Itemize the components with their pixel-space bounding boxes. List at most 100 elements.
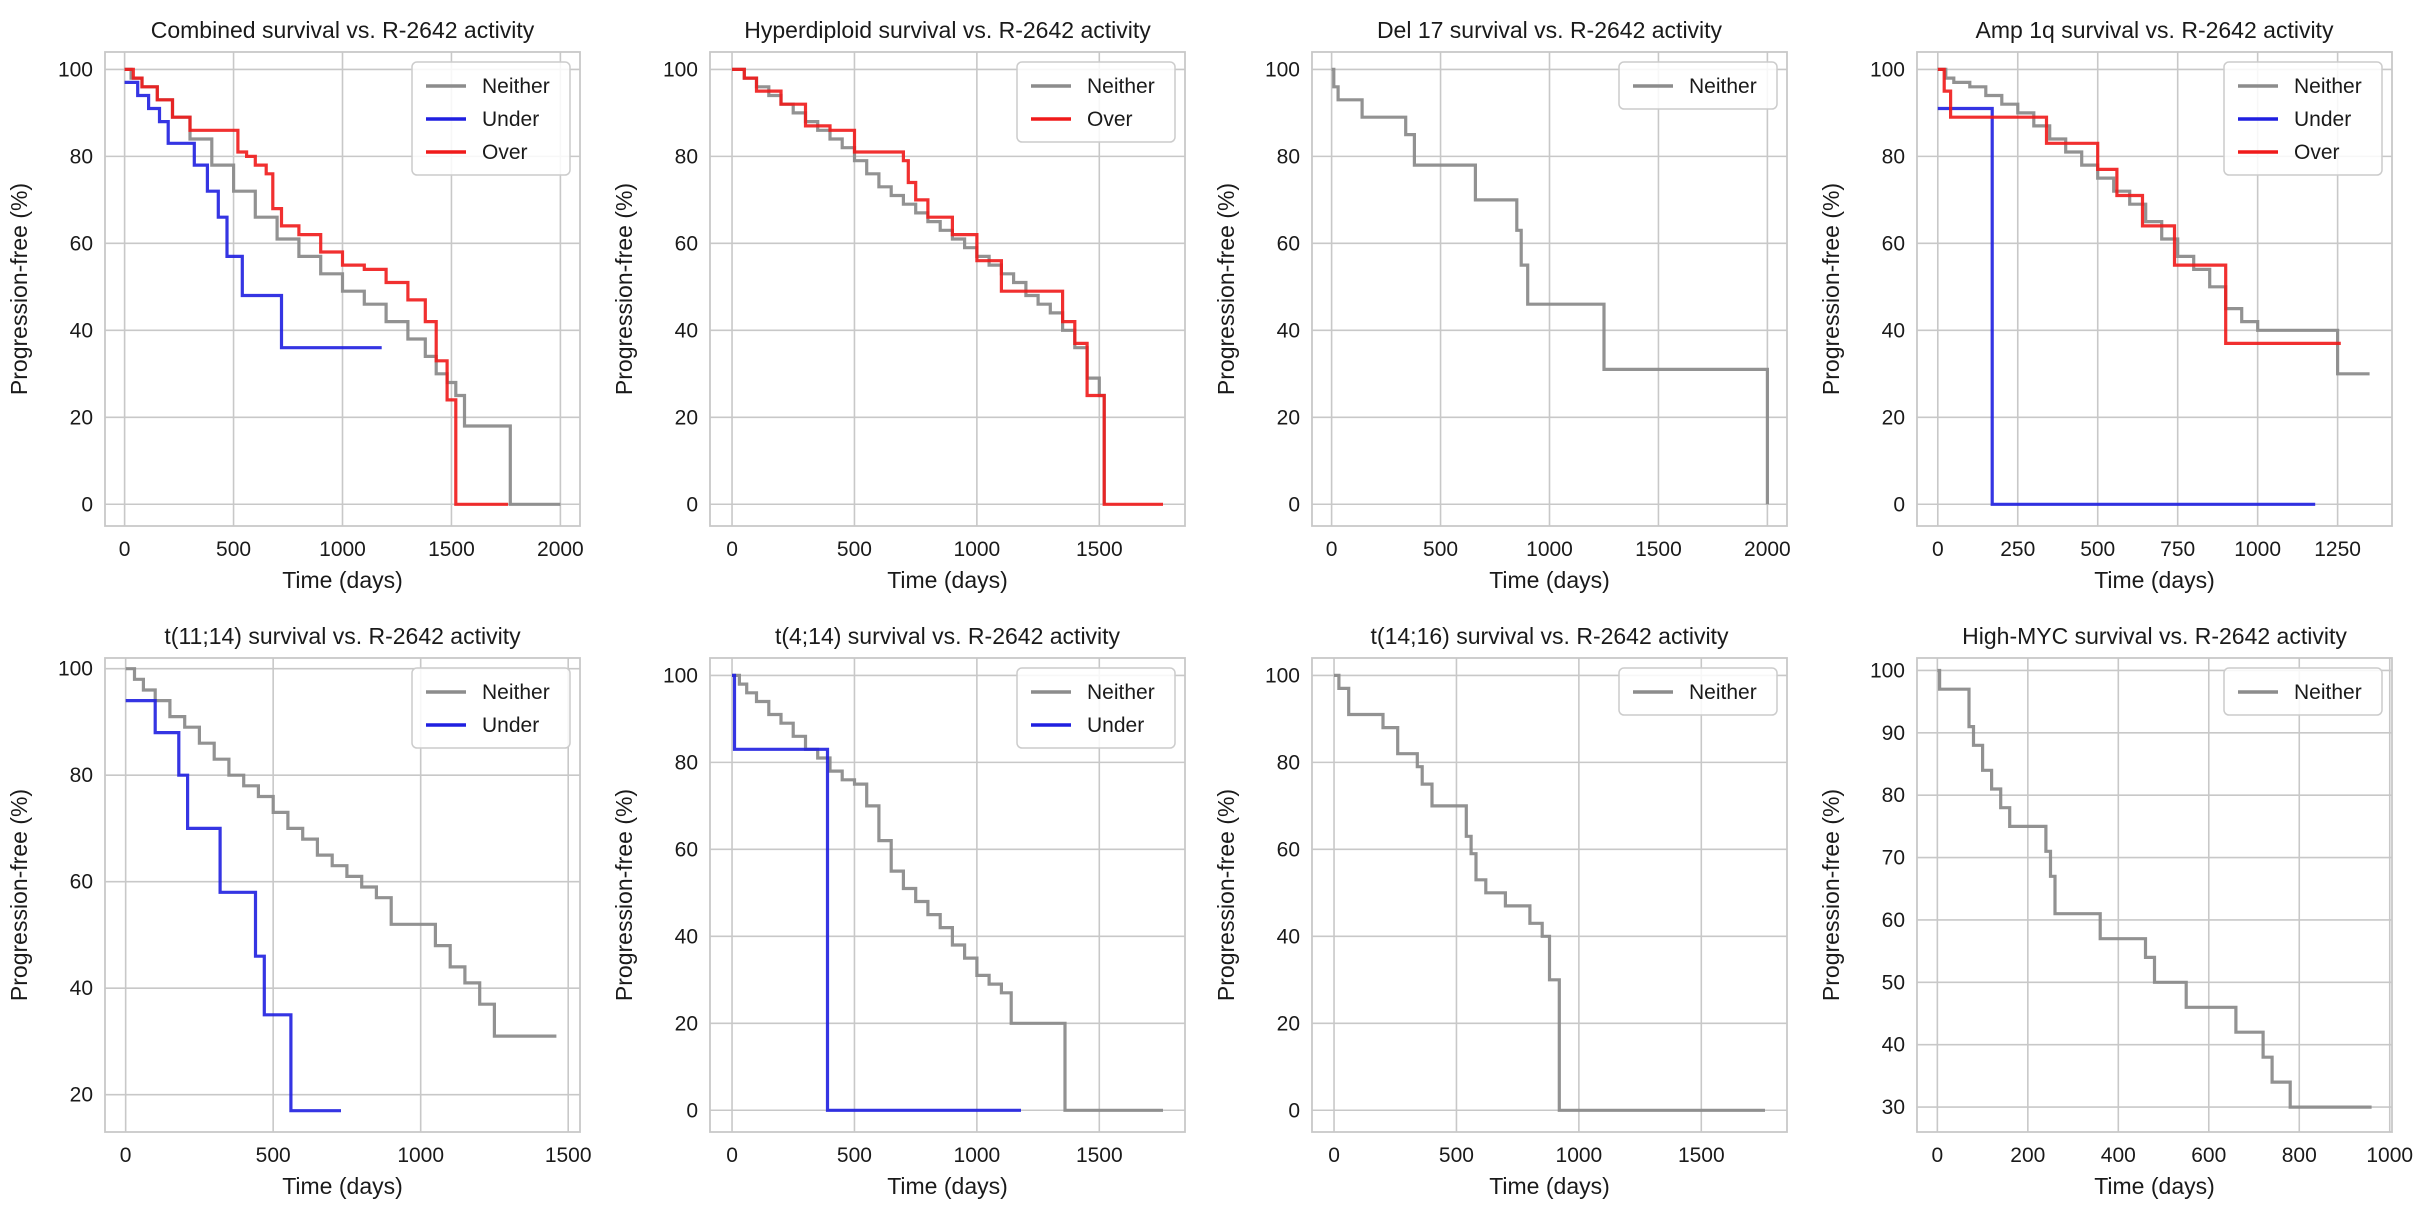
y-tick-label: 60 xyxy=(675,232,698,255)
y-tick-label: 80 xyxy=(1277,751,1300,774)
legend: Neither xyxy=(1618,667,1778,716)
x-tick-label: 1500 xyxy=(428,538,475,561)
chart-panel: 0 500 1000 1500 2000 0 20 40 60 80 100 Del 17 survi… xyxy=(1213,17,1791,593)
x-tick-label: 500 xyxy=(256,1144,291,1167)
series-line-neither xyxy=(1937,668,2372,1109)
x-tick-label: 1000 xyxy=(397,1144,444,1167)
chart-panel: 0 500 1000 1500 0 20 40 60 80 100 Hyperdiploid sur… xyxy=(611,17,1186,593)
legend-box xyxy=(1618,667,1778,716)
axes-frame xyxy=(709,657,1186,1133)
chart-title: Hyperdiploid survival vs. R-2642 activit… xyxy=(744,17,1151,43)
series-line-under xyxy=(732,673,1021,1112)
legend-box xyxy=(411,61,571,176)
x-tick-label: 0 xyxy=(1326,538,1338,561)
y-tick-label: 0 xyxy=(1893,493,1905,516)
legend-box xyxy=(411,667,571,749)
chart-panel: 0 250 500 750 1000 1250 0 20 40 60 80 100 Amp 1q sur… xyxy=(1818,17,2393,593)
y-tick-label: 60 xyxy=(70,232,93,255)
series-line-neither xyxy=(125,667,557,1038)
legend: Neither Under xyxy=(1016,667,1176,749)
y-tick-label: 0 xyxy=(1288,1099,1300,1122)
y-axis-label: Progression-free (%) xyxy=(1213,789,1239,1001)
y-tick-label: 80 xyxy=(1882,145,1905,168)
legend-label: Neither xyxy=(1087,75,1155,98)
y-tick-label: 0 xyxy=(686,493,698,516)
x-axis-label: Time (days) xyxy=(2094,1173,2215,1199)
x-tick-label: 750 xyxy=(2160,538,2195,561)
x-tick-label: 500 xyxy=(216,538,251,561)
x-tick-label: 0 xyxy=(726,1144,738,1167)
y-tick-label: 40 xyxy=(1277,925,1300,948)
y-tick-label: 60 xyxy=(70,871,93,894)
legend: Neither Under Over xyxy=(2223,61,2383,176)
series-line-over xyxy=(732,67,1163,506)
x-tick-label: 500 xyxy=(2080,538,2115,561)
series-line-neither xyxy=(732,673,1163,1112)
y-tick-label: 100 xyxy=(1870,659,1905,682)
legend-label: Neither xyxy=(2294,681,2362,704)
x-tick-label: 1500 xyxy=(1678,1144,1725,1167)
legend-label: Neither xyxy=(2294,75,2362,98)
legend-label: Under xyxy=(482,108,539,131)
x-tick-label: 800 xyxy=(2282,1144,2317,1167)
y-tick-label: 40 xyxy=(675,319,698,342)
y-tick-label: 80 xyxy=(675,751,698,774)
legend-label: Over xyxy=(482,141,528,164)
legend-label: Neither xyxy=(1689,75,1757,98)
chart-panel: 0 500 1000 1500 0 20 40 60 80 100 t(4;14) survival… xyxy=(611,623,1186,1199)
y-tick-label: 40 xyxy=(70,977,93,1000)
y-tick-label: 80 xyxy=(1277,145,1300,168)
legend-box xyxy=(1016,667,1176,749)
y-tick-label: 0 xyxy=(1288,493,1300,516)
x-tick-label: 0 xyxy=(1328,1144,1340,1167)
legend-label: Neither xyxy=(1087,681,1155,704)
x-tick-label: 500 xyxy=(837,1144,872,1167)
y-tick-label: 40 xyxy=(1882,319,1905,342)
x-tick-label: 0 xyxy=(1932,1144,1944,1167)
y-tick-label: 60 xyxy=(675,838,698,861)
y-tick-label: 40 xyxy=(70,319,93,342)
y-axis-label: Progression-free (%) xyxy=(611,789,637,1001)
x-tick-label: 1000 xyxy=(954,1144,1001,1167)
chart-title: t(11;14) survival vs. R-2642 activity xyxy=(164,623,521,649)
legend: Neither Over xyxy=(1016,61,1176,143)
x-tick-label: 250 xyxy=(2000,538,2035,561)
axes-frame xyxy=(104,657,581,1133)
y-axis-label: Progression-free (%) xyxy=(1818,183,1844,395)
series-line-under xyxy=(125,699,341,1113)
x-axis-label: Time (days) xyxy=(1489,1173,1610,1199)
y-tick-label: 100 xyxy=(1870,58,1905,81)
chart-panel: 0 200 400 600 800 1000 30 40 50 60 70 80 90 100 High-M… xyxy=(1818,623,2413,1199)
y-axis-label: Progression-free (%) xyxy=(1213,183,1239,395)
chart-panel: 0 500 1000 1500 0 20 40 60 80 100 t(14;16) surviva… xyxy=(1213,623,1788,1199)
x-tick-label: 1500 xyxy=(1076,1144,1123,1167)
y-tick-label: 20 xyxy=(675,1012,698,1035)
y-tick-label: 60 xyxy=(1882,909,1905,932)
y-tick-label: 80 xyxy=(1882,784,1905,807)
y-tick-label: 80 xyxy=(70,764,93,787)
y-axis-label: Progression-free (%) xyxy=(6,183,32,395)
x-tick-label: 1000 xyxy=(954,538,1001,561)
x-tick-label: 200 xyxy=(2010,1144,2045,1167)
y-tick-label: 40 xyxy=(1882,1034,1905,1057)
x-tick-label: 1500 xyxy=(545,1144,592,1167)
y-tick-label: 100 xyxy=(1265,664,1300,687)
axes-frame xyxy=(104,51,581,527)
x-axis-label: Time (days) xyxy=(887,567,1008,593)
chart-title: Combined survival vs. R-2642 activity xyxy=(151,17,535,43)
axes-frame xyxy=(709,51,1186,527)
series-line-neither xyxy=(1334,673,1765,1112)
y-tick-label: 20 xyxy=(675,406,698,429)
legend-label: Over xyxy=(2294,141,2340,164)
chart-panel: 0 500 1000 1500 20 40 60 80 100 t(11;14) survival… xyxy=(6,623,592,1199)
y-tick-label: 60 xyxy=(1882,232,1905,255)
chart-title: t(14;16) survival vs. R-2642 activity xyxy=(1371,623,1729,649)
series-line-neither xyxy=(1331,67,1769,505)
legend-label: Under xyxy=(1087,714,1144,737)
y-tick-label: 80 xyxy=(675,145,698,168)
y-tick-label: 0 xyxy=(81,493,93,516)
x-tick-label: 0 xyxy=(119,538,131,561)
x-tick-label: 1000 xyxy=(2234,538,2281,561)
chart-title: Del 17 survival vs. R-2642 activity xyxy=(1377,17,1723,43)
y-tick-label: 40 xyxy=(675,925,698,948)
